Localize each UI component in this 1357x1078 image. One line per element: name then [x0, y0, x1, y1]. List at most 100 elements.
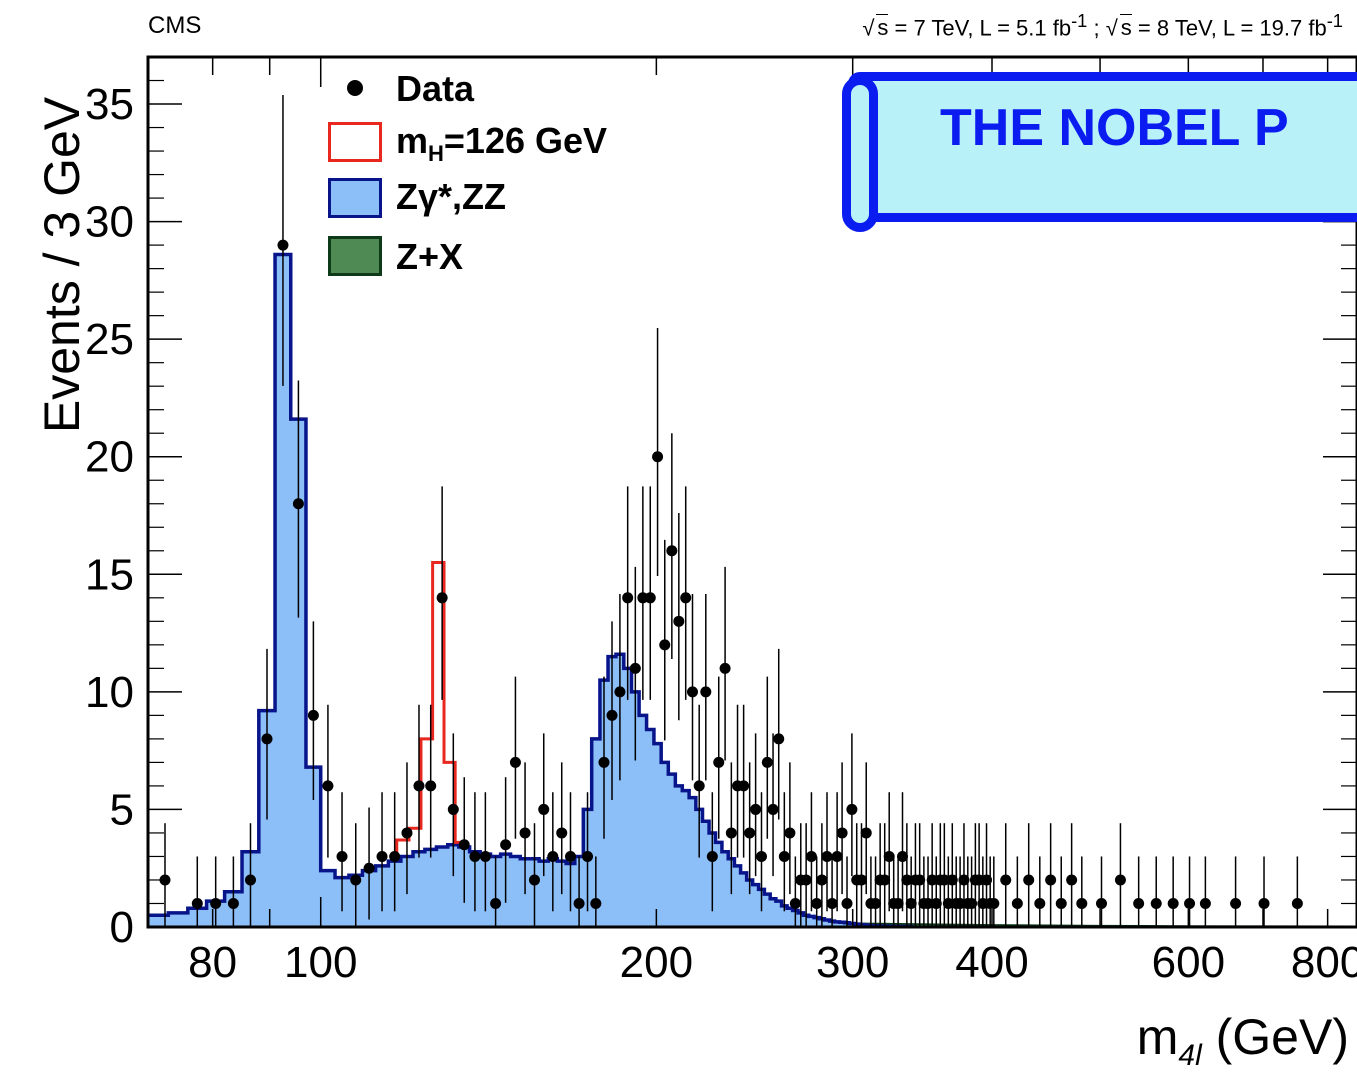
data-point: [883, 850, 895, 862]
axis-layer: 0 5 10 15 20 25 30 35 80 100 200 300 400 600 800: [85, 55, 1357, 987]
data-point: [713, 756, 725, 768]
data-point: [598, 756, 610, 768]
data-layer: [159, 94, 1303, 927]
data-point: [958, 874, 970, 886]
data-point: [479, 850, 491, 862]
data-point: [1066, 874, 1078, 886]
data-point: [1000, 874, 1012, 886]
data-point: [738, 780, 750, 792]
data-point: [227, 897, 239, 909]
legend-label-data: Data: [396, 68, 475, 109]
zz-layer: [148, 252, 914, 929]
data-point: [490, 897, 502, 909]
data-point: [614, 686, 626, 698]
data-point: [582, 850, 594, 862]
data-point: [800, 874, 812, 886]
x-tick-label: 100: [284, 938, 357, 987]
legend-zx-icon: [328, 236, 382, 276]
data-point: [879, 874, 891, 886]
data-point: [519, 827, 531, 839]
data-point: [988, 897, 1000, 909]
y-tick-label: 10: [85, 668, 134, 717]
data-point: [292, 498, 304, 510]
x-tick-label: 200: [620, 938, 693, 987]
data-point: [831, 850, 843, 862]
data-point: [706, 850, 718, 862]
data-point: [1076, 897, 1088, 909]
data-point: [942, 897, 954, 909]
data-point: [946, 874, 958, 886]
data-point: [401, 827, 413, 839]
data-point: [860, 827, 872, 839]
lumi-root-s-2: s: [1119, 14, 1132, 41]
data-point: [159, 874, 171, 886]
data-point: [622, 592, 634, 604]
data-point: [789, 897, 801, 909]
data-point: [500, 839, 512, 851]
data-point: [659, 639, 671, 651]
data-point: [773, 733, 785, 745]
experiment-label: CMS: [148, 12, 202, 39]
data-point: [841, 897, 853, 909]
x-axis-label-rest: (GeV): [1201, 1009, 1349, 1065]
data-point: [458, 839, 470, 851]
x-axis-label-sub: 4l: [1178, 1039, 1202, 1072]
y-tick-label: 30: [85, 198, 134, 247]
data-point: [666, 545, 678, 557]
data-point: [855, 874, 867, 886]
data-point: [244, 874, 256, 886]
data-point: [755, 850, 767, 862]
data-point: [447, 803, 459, 815]
data-point: [897, 850, 909, 862]
signal-outline: [395, 561, 467, 862]
data-point: [556, 827, 568, 839]
legend-signal-main: m: [396, 120, 429, 161]
data-point: [905, 897, 917, 909]
y-tick-label: 35: [85, 80, 134, 129]
y-tick-label: 0: [110, 903, 134, 952]
x-axis-label: m4l (GeV): [1137, 1008, 1349, 1073]
data-point: [629, 662, 641, 674]
data-point: [922, 897, 934, 909]
data-point: [1184, 897, 1196, 909]
data-point: [436, 592, 448, 604]
lumi-text-2: = 8 TeV, L = 19.7 fb: [1131, 15, 1327, 41]
x-tick-label: 400: [955, 938, 1028, 987]
data-point: [680, 592, 692, 604]
plot-frame: [146, 55, 1357, 929]
data-point: [1258, 897, 1270, 909]
y-tick-label: 5: [110, 785, 134, 834]
zz-outline: [148, 252, 914, 929]
sqrt-symbol: √: [862, 15, 875, 41]
legend-label-zz: Zγ*,ZZ: [396, 176, 507, 217]
data-point: [210, 897, 222, 909]
data-point: [761, 756, 773, 768]
lumi-exp-2: -1: [1326, 10, 1343, 31]
data-point: [1167, 897, 1179, 909]
legend-zz-icon: [328, 178, 382, 218]
data-point: [892, 897, 904, 909]
data-point: [261, 733, 273, 745]
y-tick-label: 25: [85, 315, 134, 364]
x-tick-label: 600: [1152, 938, 1225, 987]
luminosity-label: √ s = 7 TeV, L = 5.1 fb-1 ; √ s = 8 TeV, L…: [862, 10, 1343, 41]
y-tick-label: 15: [85, 550, 134, 599]
data-point: [509, 756, 521, 768]
data-point: [547, 850, 559, 862]
x-axis-label-main: m: [1136, 1009, 1179, 1065]
data-point: [816, 874, 828, 886]
data-point: [564, 850, 576, 862]
data-point: [693, 780, 705, 792]
data-point: [930, 897, 942, 909]
data-point: [191, 897, 203, 909]
data-point: [1114, 874, 1126, 886]
data-point: [277, 239, 289, 251]
lumi-root-s-1: s: [876, 14, 889, 41]
legend-label-signal: mH=126 GeV: [396, 120, 607, 167]
y-tick-label: 20: [85, 433, 134, 482]
x-tick-label: 80: [188, 938, 237, 987]
data-point: [1199, 897, 1211, 909]
data-point: [528, 874, 540, 886]
data-point: [469, 850, 481, 862]
